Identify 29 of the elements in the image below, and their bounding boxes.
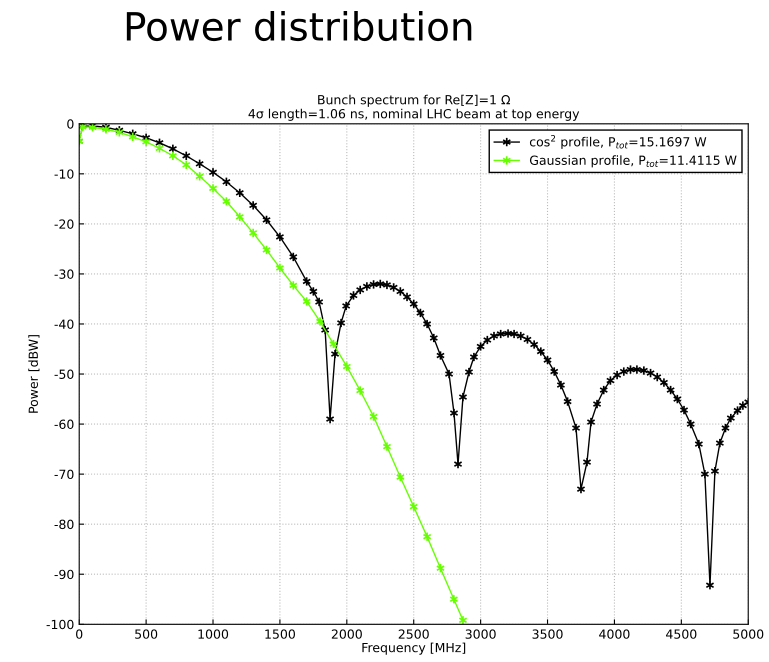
x-tick-label: 4500 (666, 629, 696, 639)
legend-label: Gaussian profile, P$_{tot}$=11.4115 W (530, 155, 737, 168)
y-tick-label: -80 (54, 520, 74, 530)
x-axis-title: Frequency [MHz] (362, 642, 466, 655)
x-tick-label: 5000 (733, 629, 764, 639)
y-tick-label: -60 (54, 420, 74, 430)
x-tick-label: 4000 (599, 629, 630, 639)
y-tick-label: -100 (46, 620, 74, 630)
y-axis-title: Power [dBW] (28, 335, 40, 413)
x-tick-label: 2000 (332, 629, 362, 639)
x-tick-label: 1500 (265, 629, 295, 639)
y-tick-label: -90 (54, 570, 74, 580)
y-tick-label: -70 (54, 470, 74, 480)
y-tick-label: 0 (67, 119, 74, 129)
point (458, 615, 468, 624)
x-tick-label: 0 (76, 629, 82, 639)
x-tick-label: 500 (135, 629, 158, 639)
chart-subtitle: Bunch spectrum for Re[Z]=1 Ω 4σ length=1.06 ns, nominal LHC beam at top energy (248, 94, 580, 121)
y-tick-label: -20 (54, 219, 74, 229)
x-tick-label: 3000 (466, 629, 496, 639)
y-tick-label: -10 (54, 169, 74, 179)
x-tick-label: 2500 (398, 629, 429, 639)
y-tick-label: -40 (54, 319, 74, 329)
legend-label: cos$^{2}$ profile, P$_{tot}$=15.1697 W (530, 135, 706, 149)
x-tick-label: 3500 (532, 629, 563, 639)
y-tick-label: -50 (54, 370, 74, 379)
chart-title: Power distribution (126, 10, 472, 42)
x-tick-label: 1000 (198, 629, 228, 639)
y-tick-label: -30 (54, 269, 74, 279)
